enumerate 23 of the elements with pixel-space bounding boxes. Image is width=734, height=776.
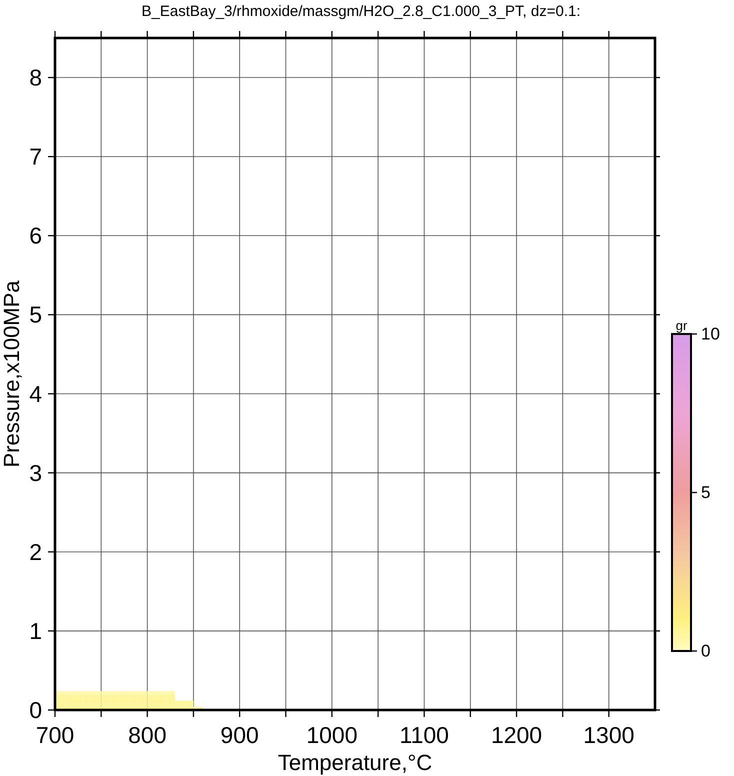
x-tick-label: 900 (220, 722, 259, 748)
y-tick-label: 3 (29, 460, 42, 486)
y-tick-label: 5 (29, 302, 42, 328)
y-tick-label: 1 (29, 618, 42, 644)
x-tick-label: 800 (128, 722, 166, 748)
x-tick-label: 700 (36, 722, 74, 748)
x-tick-label: 1000 (306, 722, 358, 748)
y-tick-label: 8 (29, 64, 42, 91)
y-tick-label: 2 (29, 538, 42, 565)
x-tick-label: 1200 (490, 722, 542, 748)
y-tick-label: 0 (29, 697, 42, 723)
chart-title: B_EastBay_3/rhmoxide/massgm/H2O_2.8_C1.000_3_PT, dz=0.1: (142, 3, 580, 20)
x-axis-title: Temperature,°C (278, 750, 432, 775)
y-tick-label: 6 (29, 222, 42, 249)
y-tick-label: 4 (29, 380, 42, 407)
color-bar-title: gr (676, 318, 688, 333)
color-bar-label: 10 (701, 324, 720, 344)
x-tick-label: 1300 (583, 722, 634, 748)
color-bar-label: 0 (701, 641, 710, 660)
y-axis-title: Pressure,x100MPa (0, 280, 24, 468)
y-tick-label: 7 (29, 144, 42, 170)
x-tick-label: 1100 (399, 722, 449, 748)
color-bar-label: 5 (701, 482, 710, 502)
